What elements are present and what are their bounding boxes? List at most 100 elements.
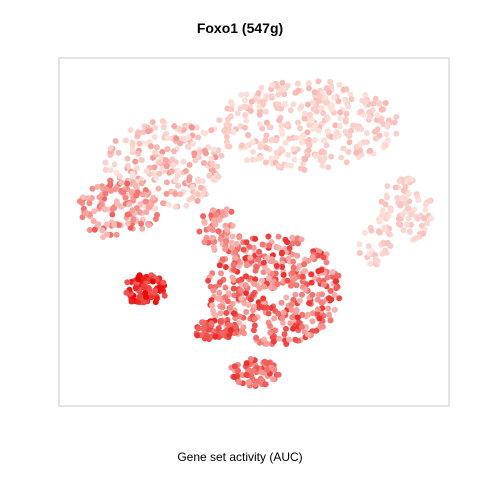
cell-point — [332, 122, 339, 129]
cell-point — [266, 242, 273, 249]
cell-point — [293, 89, 299, 96]
cell-point — [247, 296, 254, 303]
cell-point — [296, 297, 303, 304]
cell-point — [223, 206, 230, 213]
cell-point — [280, 309, 287, 316]
cell-point — [217, 236, 224, 242]
cell-point — [240, 330, 247, 337]
cell-point — [261, 336, 268, 343]
cell-point — [211, 247, 218, 253]
cell-point — [305, 147, 312, 154]
cell-point — [290, 325, 296, 332]
cell-point — [287, 107, 294, 114]
cell-point — [422, 201, 429, 208]
cell-point — [251, 315, 258, 322]
cell-point — [197, 184, 204, 191]
cell-point — [202, 130, 209, 137]
cell-point — [199, 178, 206, 185]
cell-point — [318, 299, 325, 306]
cell-point — [230, 261, 237, 268]
cell-point — [243, 360, 250, 367]
cell-point — [325, 164, 332, 171]
cell-point — [294, 252, 301, 259]
cell-point — [151, 170, 158, 177]
cell-point — [290, 264, 297, 271]
cell-point — [368, 227, 375, 234]
cell-point — [263, 304, 270, 311]
cell-point — [275, 233, 282, 240]
cell-point — [143, 168, 150, 174]
cell-point — [262, 108, 269, 115]
cell-point — [218, 329, 225, 336]
cell-point — [414, 215, 421, 222]
cell-point — [190, 140, 196, 147]
cell-point — [124, 279, 131, 286]
cell-point — [333, 285, 340, 292]
cell-point — [209, 302, 216, 309]
cell-point — [173, 135, 180, 142]
cell-point — [118, 188, 124, 194]
cell-point — [232, 324, 239, 331]
cell-point — [231, 363, 238, 370]
cell-point — [269, 82, 276, 89]
cell-point — [160, 279, 167, 286]
cell-point — [150, 194, 157, 201]
cell-point — [229, 222, 236, 229]
cell-point — [236, 320, 243, 326]
cell-point — [365, 243, 372, 250]
cell-point — [255, 256, 262, 263]
cell-point — [163, 179, 170, 186]
cell-point — [421, 215, 428, 222]
cell-point — [275, 244, 282, 251]
cell-point — [235, 277, 242, 284]
cell-point — [256, 111, 263, 118]
cell-point — [238, 91, 245, 98]
cell-point — [306, 122, 313, 129]
cell-point — [374, 126, 381, 133]
cell-point — [405, 191, 412, 197]
cell-point — [372, 135, 379, 142]
cell-point — [379, 211, 386, 218]
cell-point — [275, 371, 282, 378]
cell-point — [249, 307, 256, 314]
cell-point — [195, 178, 202, 185]
cell-point — [86, 227, 93, 233]
cell-point — [328, 106, 335, 113]
cell-point — [79, 214, 86, 221]
cell-point — [298, 236, 305, 243]
cell-point — [90, 218, 97, 225]
cell-point — [225, 321, 232, 328]
cell-point — [228, 106, 235, 113]
cell-point — [290, 146, 297, 152]
cell-point — [340, 145, 347, 152]
cell-point — [118, 179, 125, 186]
cell-point — [133, 165, 140, 172]
cell-point — [209, 227, 216, 233]
cell-point — [289, 234, 296, 241]
cell-point — [306, 141, 313, 148]
cell-point — [212, 333, 219, 340]
cell-point — [300, 160, 307, 167]
cell-point — [256, 303, 263, 310]
cell-point — [342, 96, 349, 103]
cell-point — [211, 217, 217, 224]
cell-point — [222, 246, 229, 252]
cell-point — [272, 270, 279, 277]
cell-point — [411, 206, 418, 213]
cell-point — [152, 149, 159, 156]
cell-point — [175, 182, 182, 189]
cell-point — [231, 292, 238, 299]
cell-point — [269, 257, 276, 264]
cell-point — [289, 269, 296, 276]
cell-point — [222, 294, 229, 301]
cell-point — [295, 240, 302, 247]
cell-point — [408, 211, 415, 218]
cell-point — [332, 134, 339, 141]
cell-point — [210, 176, 217, 183]
cell-point — [333, 278, 340, 285]
cell-point — [229, 233, 236, 240]
cell-point — [230, 285, 237, 292]
cell-point — [279, 320, 286, 326]
cell-point — [230, 129, 237, 136]
cell-point — [407, 176, 414, 182]
